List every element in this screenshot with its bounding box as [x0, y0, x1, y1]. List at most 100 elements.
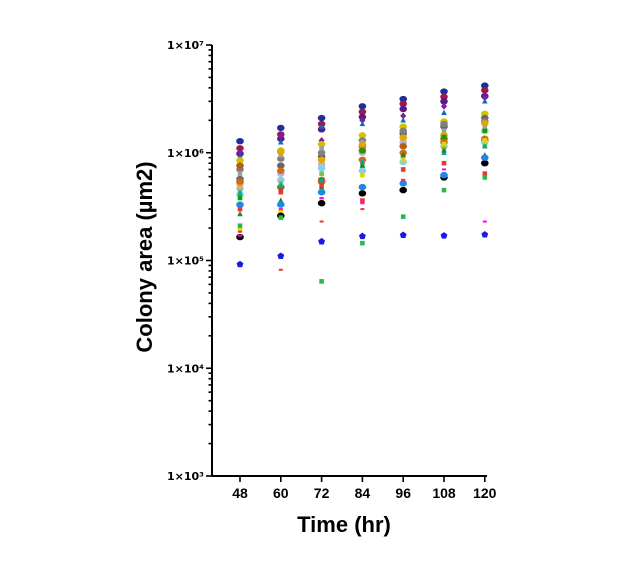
data-point-s24-x96: [399, 231, 407, 239]
data-point-s26-x84: [360, 240, 365, 246]
data-point-s19-x96: [400, 151, 406, 157]
data-point-s9-x120: [482, 124, 488, 129]
data-point-s7-x60: [277, 162, 285, 169]
data-point-s17-x108: [441, 141, 447, 147]
data-point-s11-x84: [358, 141, 367, 149]
data-point-s16-x48: [237, 195, 243, 201]
data-point-s18-x72: [318, 176, 325, 183]
data-point-s8-x72: [317, 149, 326, 156]
data-point-s26-x96: [400, 214, 406, 219]
x-tick-label: 120: [473, 485, 497, 501]
data-point-s11-x72: [317, 156, 326, 164]
data-point-s1-x48: [236, 137, 244, 145]
data-point-s13-x48: [236, 178, 244, 185]
data-point-s23-x60: [278, 208, 283, 211]
data-point-s4-x48: [237, 148, 243, 156]
data-point-s5-x84: [359, 120, 366, 127]
data-point-s24-x72: [318, 237, 326, 245]
data-point-s22-x108: [441, 160, 447, 166]
data-point-s18-x60: [278, 182, 284, 188]
data-point-s5-x60: [278, 139, 284, 145]
data-point-s2-x120: [481, 87, 489, 94]
data-point-s23-x72: [319, 197, 324, 200]
data-point-s16-x120: [482, 128, 488, 134]
data-point-s26-x108: [441, 187, 447, 193]
x-tick-label: 96: [395, 485, 411, 501]
data-point-s26-x72: [319, 279, 324, 284]
data-point-s24-x120: [481, 230, 489, 238]
data-point-s17-x120: [482, 138, 488, 143]
data-point-s22-x60: [278, 189, 284, 195]
data-point-s22-x84: [360, 198, 365, 203]
data-point-s3-x96: [399, 105, 408, 113]
x-tick-label: 48: [232, 485, 248, 501]
data-point-s1-x108: [440, 88, 448, 95]
data-point-s9-x48: [237, 171, 243, 176]
data-point-s24-x84: [358, 232, 366, 240]
data-point-s25-x108: [442, 161, 446, 164]
data-point-s24-x108: [440, 232, 448, 239]
data-point-s26-x60: [278, 215, 284, 220]
data-point-s4-x96: [400, 112, 407, 120]
data-point-s21-x84: [358, 183, 367, 191]
data-point-s24-x60: [277, 252, 285, 259]
data-point-s8-x96: [399, 127, 408, 134]
y-axis-title: Colony area (µm2): [132, 161, 157, 352]
data-point-s23-x108: [442, 168, 446, 171]
data-point-s3-x108: [440, 98, 448, 105]
x-tick-label: 108: [432, 485, 456, 501]
data-point-s1-x72: [317, 114, 326, 122]
data-point-s17-x72: [319, 196, 324, 202]
y-tick-label: 1×10³: [167, 470, 204, 483]
data-point-s19-x60: [278, 197, 284, 203]
data-point-s26-x48: [237, 223, 243, 229]
data-point-s4-x108: [441, 102, 447, 110]
data-point-s11-x96: [399, 134, 408, 141]
data-point-s23-x84: [360, 202, 365, 205]
data-point-s6-x48: [236, 157, 244, 164]
data-point-s5-x96: [400, 117, 406, 123]
data-point-s19-x84: [359, 162, 366, 168]
data-point-s1-x120: [481, 82, 489, 89]
data-point-s9-x72: [319, 145, 324, 151]
data-point-s2-x108: [440, 93, 448, 101]
data-point-s24-x48: [236, 260, 244, 268]
x-axis-title: Time (hr): [297, 512, 391, 537]
data-point-s15-x72: [319, 171, 324, 176]
data-point-s4-x120: [481, 94, 488, 102]
data-point-s2-x84: [358, 108, 367, 115]
data-point-s12-x48: [236, 162, 244, 169]
data-point-s23-x48: [238, 234, 242, 237]
data-point-s22-x48: [237, 206, 243, 212]
data-point-s18-x84: [359, 159, 366, 165]
y-tick-label: 1×10⁴: [167, 362, 204, 375]
data-point-s17-x60: [278, 208, 284, 213]
data-point-s21-x108: [440, 171, 448, 179]
data-point-s14-x72: [317, 164, 326, 172]
x-tick-label: 72: [314, 485, 330, 501]
data-point-s16-x84: [360, 148, 365, 154]
data-point-s26-x120: [482, 175, 488, 180]
data-point-s4-x84: [359, 116, 366, 124]
data-point-s21-x120: [481, 154, 489, 161]
x-tick-label: 60: [273, 485, 289, 501]
y-tick-label: 1×10⁷: [167, 39, 204, 52]
data-point-s20-x96: [399, 186, 408, 194]
data-points: [236, 82, 489, 284]
data-point-s25-x96: [401, 178, 406, 181]
data-point-s14-x84: [358, 167, 367, 174]
data-point-s25-x84: [360, 208, 365, 211]
data-point-s9-x108: [441, 128, 447, 134]
x-tick-label: 84: [355, 485, 371, 501]
data-point-s20-x72: [317, 200, 326, 207]
data-point-s11-x60: [277, 148, 285, 156]
data-point-s16-x108: [441, 134, 447, 140]
data-point-s25-x60: [278, 268, 283, 271]
data-point-s5-x108: [441, 109, 447, 115]
data-point-s5-x72: [318, 123, 325, 129]
data-point-s5-x120: [482, 98, 488, 104]
y-tick-label: 1×10⁶: [167, 147, 204, 160]
data-point-s19-x108: [441, 147, 447, 153]
data-point-s20-x120: [481, 159, 489, 167]
